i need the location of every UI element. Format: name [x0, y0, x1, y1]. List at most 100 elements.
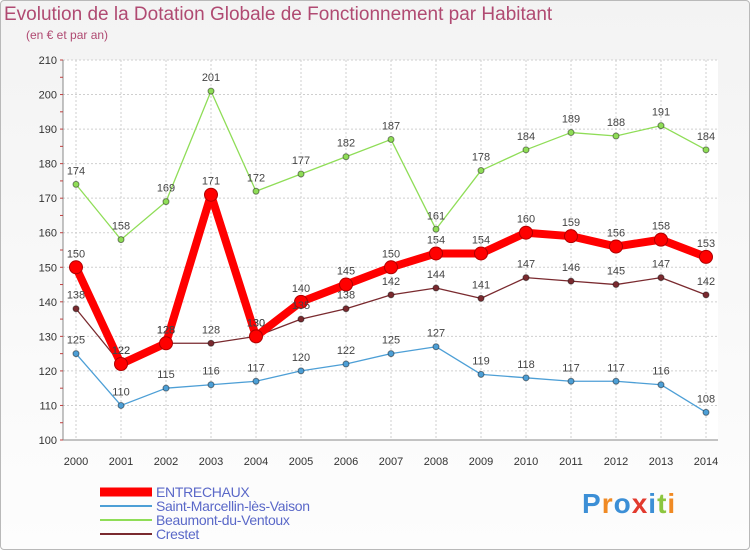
y-tick-label: 130 [39, 331, 57, 343]
legend-swatch-beaumont [100, 519, 152, 521]
legend-item-crestet[interactable]: Crestet [100, 526, 310, 542]
data-point-1 [162, 384, 170, 392]
data-label-0: 122 [112, 345, 130, 357]
data-point-2 [117, 236, 125, 244]
data-point-2 [567, 129, 575, 137]
data-point-0 [519, 225, 533, 240]
x-tick-label: 2012 [604, 456, 628, 468]
legend-swatch-crestet [100, 533, 152, 535]
data-point-2 [477, 167, 485, 175]
data-label-3: 135 [292, 300, 310, 312]
data-point-2 [252, 187, 260, 195]
data-point-1 [567, 377, 575, 385]
data-label-2: 161 [427, 210, 445, 222]
data-label-1: 116 [202, 366, 220, 378]
proxiti-logo: Proxiti [582, 488, 676, 520]
data-point-0 [429, 246, 443, 261]
y-tick-label: 190 [39, 124, 57, 136]
data-point-1 [252, 377, 260, 385]
data-label-3: 138 [67, 290, 85, 302]
data-point-0 [114, 357, 128, 371]
x-tick-label: 2010 [514, 456, 538, 468]
data-label-1: 122 [337, 345, 355, 357]
data-point-1 [342, 360, 350, 368]
x-tick-label: 2006 [334, 456, 358, 468]
legend-swatch-entrechaux [100, 487, 152, 497]
logo-letter: x [631, 488, 649, 519]
y-tick-label: 200 [39, 90, 57, 102]
data-label-0: 159 [562, 217, 580, 229]
x-tick-label: 2003 [199, 456, 223, 468]
legend-label-entrechaux: ENTRECHAUX [156, 484, 250, 500]
data-point-2 [432, 225, 440, 233]
data-label-3: 147 [517, 259, 535, 271]
legend-item-beaumont[interactable]: Beaumont-du-Ventoux [100, 512, 310, 528]
data-point-1 [72, 350, 80, 358]
legend: ENTRECHAUX Saint-Marcellin-lès-Vaison Be… [100, 484, 310, 542]
data-label-0: 158 [652, 221, 670, 233]
x-tick-label: 2008 [424, 456, 448, 468]
data-label-1: 117 [607, 362, 625, 374]
data-point-0 [564, 229, 578, 244]
data-point-2 [207, 87, 215, 95]
data-label-2: 172 [247, 172, 265, 184]
data-label-1: 116 [652, 366, 670, 378]
data-point-2 [387, 135, 395, 143]
x-tick-label: 2004 [244, 456, 268, 468]
data-point-3 [612, 281, 620, 289]
legend-item-entrechaux[interactable]: ENTRECHAUX [100, 484, 310, 500]
data-label-3: 130 [247, 317, 265, 329]
legend-label-crestet: Crestet [156, 526, 200, 542]
logo-letter: o [613, 488, 632, 519]
data-label-1: 117 [247, 362, 265, 374]
data-point-1 [432, 343, 440, 351]
data-label-3: 128 [157, 324, 175, 336]
data-point-3 [567, 277, 575, 285]
data-point-2 [342, 153, 350, 161]
y-tick-label: 160 [39, 228, 57, 240]
logo-letter: i [648, 488, 658, 519]
x-tick-label: 2013 [649, 456, 673, 468]
x-tick-label: 2005 [289, 456, 313, 468]
data-label-3: 147 [652, 259, 670, 271]
data-label-2: 177 [292, 155, 310, 167]
data-label-0: 130 [247, 317, 265, 329]
data-point-3 [387, 291, 395, 299]
data-label-3: 122 [112, 345, 130, 357]
legend-swatch-saint-marcellin [100, 505, 152, 507]
data-point-2 [72, 180, 80, 188]
data-label-2: 174 [67, 165, 85, 177]
data-label-2: 178 [472, 152, 490, 164]
data-label-0: 156 [607, 228, 625, 240]
data-label-1: 120 [292, 352, 310, 364]
data-point-3 [297, 315, 305, 323]
legend-item-saint-marcellin[interactable]: Saint-Marcellin-lès-Vaison [100, 498, 310, 514]
data-point-3 [342, 305, 350, 313]
data-point-1 [477, 370, 485, 378]
data-label-0: 171 [202, 176, 220, 188]
data-label-2: 158 [112, 221, 130, 233]
logo-letter: r [601, 488, 614, 519]
y-tick-label: 120 [39, 366, 57, 378]
data-label-2: 182 [337, 138, 355, 150]
data-point-3 [702, 291, 710, 299]
data-point-3 [207, 339, 215, 347]
data-label-3: 128 [202, 324, 220, 336]
data-label-0: 154 [472, 234, 490, 246]
data-point-0 [69, 260, 83, 275]
y-tick-label: 210 [39, 55, 57, 67]
x-tick-label: 2014 [694, 456, 718, 468]
data-point-2 [297, 170, 305, 178]
data-label-0: 150 [382, 248, 400, 260]
logo-letter: i [667, 488, 677, 519]
data-label-2: 188 [607, 117, 625, 129]
data-point-2 [657, 122, 665, 130]
data-label-0: 145 [337, 266, 355, 278]
data-point-2 [612, 132, 620, 140]
data-label-2: 184 [697, 131, 715, 143]
y-tick-label: 140 [39, 297, 57, 309]
data-label-2: 189 [562, 114, 580, 126]
data-point-1 [522, 374, 530, 382]
data-point-0 [474, 246, 488, 261]
